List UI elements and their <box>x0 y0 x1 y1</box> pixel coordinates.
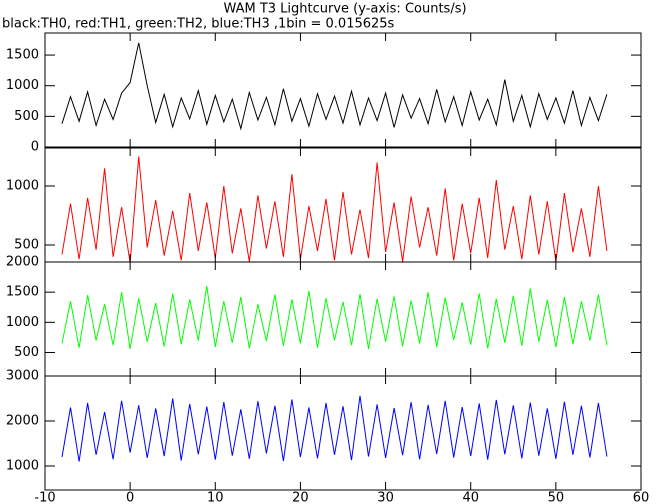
y-tick-label: 1000 <box>6 315 39 330</box>
y-tick-label: 3000 <box>6 369 39 384</box>
y-tick-label: 500 <box>14 345 39 360</box>
x-tick-label: 60 <box>633 491 650 504</box>
series-line <box>61 156 608 263</box>
x-tick-label: 10 <box>207 491 224 504</box>
chart-subtitle: black:TH0, red:TH1, green:TH2, blue:TH3 … <box>2 17 395 32</box>
chart-title: WAM T3 Lightcurve (y-axis: Counts/s) <box>223 2 466 17</box>
x-tick-label: 40 <box>462 491 479 504</box>
y-tick-label: 500 <box>14 238 39 253</box>
x-tick-label: 0 <box>126 491 134 504</box>
y-tick-label: 2000 <box>6 255 39 270</box>
panel-frame <box>44 32 642 148</box>
y-tick-label: 1000 <box>6 78 39 93</box>
y-tick-label: 500 <box>14 109 39 124</box>
y-tick-label: 1000 <box>6 459 39 474</box>
y-tick-label: 1500 <box>6 285 39 300</box>
y-tick-label: 0 <box>31 140 39 155</box>
y-tick-label: 2000 <box>6 414 39 429</box>
panel-frame <box>44 375 642 491</box>
x-tick-label: 50 <box>548 491 565 504</box>
y-tick-label: 1000 <box>6 179 39 194</box>
series-line <box>61 42 608 131</box>
series-line <box>61 286 608 349</box>
x-tick-label: 20 <box>292 491 309 504</box>
x-tick-label: -10 <box>34 491 55 504</box>
panel-frame <box>44 261 642 377</box>
series-line <box>61 395 608 462</box>
y-tick-label: 1500 <box>6 48 39 63</box>
x-tick-label: 30 <box>377 491 394 504</box>
